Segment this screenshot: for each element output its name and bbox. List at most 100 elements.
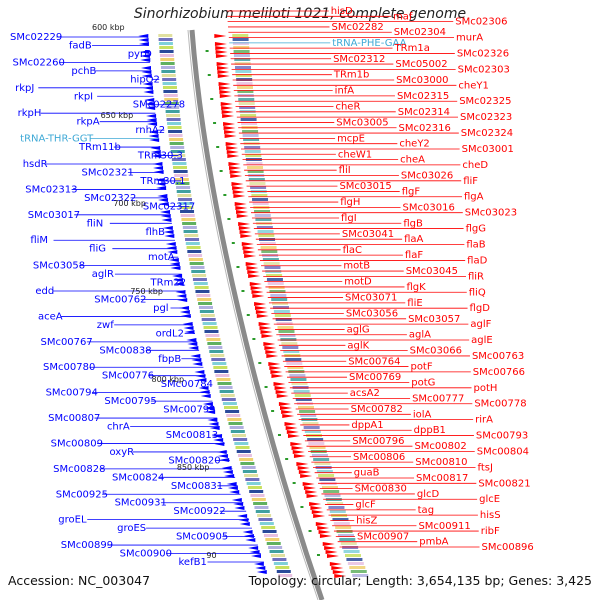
- forward-gene-label[interactable]: flaF: [405, 250, 423, 261]
- forward-gene-label[interactable]: flgF: [402, 186, 421, 197]
- forward-gene-label[interactable]: tag: [418, 505, 434, 516]
- reverse-gene-label[interactable]: zwf: [97, 320, 114, 331]
- reverse-gene-label[interactable]: hipO2: [130, 74, 160, 85]
- reverse-gene-label[interactable]: SMc00813: [166, 430, 218, 441]
- forward-gene-label[interactable]: SMc03026: [401, 171, 453, 182]
- forward-gene-label[interactable]: flaA: [404, 234, 423, 245]
- forward-gene-label[interactable]: SMc00782: [351, 404, 403, 415]
- reverse-gene-label[interactable]: SMc00784: [161, 379, 213, 390]
- forward-gene-label[interactable]: flgD: [470, 303, 491, 314]
- forward-gene-label[interactable]: motB: [343, 261, 370, 272]
- forward-gene-label[interactable]: cheY2: [399, 139, 429, 150]
- reverse-gene-label[interactable]: SMc02278: [133, 100, 185, 111]
- reverse-gene-label[interactable]: SMc00807: [48, 413, 100, 424]
- forward-gene-label[interactable]: potF: [410, 362, 432, 373]
- forward-gene-label[interactable]: rirA: [475, 415, 493, 426]
- reverse-gene-label[interactable]: hsdR: [23, 159, 48, 170]
- forward-gene-label[interactable]: murA: [456, 33, 483, 44]
- forward-gene-label[interactable]: TRm1b: [333, 70, 370, 81]
- reverse-gene-label[interactable]: SMc00900: [120, 549, 172, 560]
- forward-gene-label[interactable]: glcD: [417, 489, 440, 500]
- forward-gene-label[interactable]: hisD: [331, 6, 353, 17]
- reverse-gene-label[interactable]: fliM: [30, 235, 48, 246]
- reverse-gene-label[interactable]: SMc00780: [43, 362, 95, 373]
- forward-gene-label[interactable]: SMc03023: [465, 208, 517, 219]
- forward-gene-label[interactable]: SMc02282: [331, 22, 383, 33]
- reverse-gene-label[interactable]: tRNA-THR-GGT: [20, 134, 94, 145]
- reverse-gene-label[interactable]: TRm11b: [78, 142, 121, 153]
- forward-gene-label[interactable]: infA: [335, 86, 355, 97]
- reverse-gene-label[interactable]: SMc00795: [104, 396, 156, 407]
- forward-gene-label[interactable]: SMc00907: [357, 531, 409, 542]
- forward-gene-label[interactable]: SMc02316: [399, 123, 451, 134]
- reverse-gene-label[interactable]: ordL2: [156, 328, 184, 339]
- forward-gene-label[interactable]: fliQ: [469, 287, 486, 298]
- forward-gene-label[interactable]: mcpE: [337, 133, 365, 144]
- forward-gene-label[interactable]: flgK: [406, 282, 426, 293]
- forward-gene-label[interactable]: SMc05002: [395, 59, 447, 70]
- forward-gene-label[interactable]: hisS: [480, 510, 501, 521]
- forward-gene-label[interactable]: iolA: [413, 409, 432, 420]
- reverse-gene-label[interactable]: fliN: [87, 218, 104, 229]
- forward-gene-label[interactable]: SMc00810: [415, 457, 467, 468]
- forward-gene-label[interactable]: SMc00793: [476, 431, 528, 442]
- forward-gene-label[interactable]: glcE: [479, 494, 500, 505]
- forward-gene-label[interactable]: SMc03057: [408, 314, 460, 325]
- reverse-gene-label[interactable]: aceA: [38, 311, 63, 322]
- reverse-gene-label[interactable]: SMc02317: [143, 201, 195, 212]
- forward-gene-label[interactable]: SMc02325: [459, 96, 511, 107]
- forward-gene-label[interactable]: cheA: [400, 155, 425, 166]
- reverse-gene-label[interactable]: SMc00799: [163, 405, 215, 416]
- forward-gene-label[interactable]: SMc02304: [394, 27, 446, 38]
- reverse-gene-label[interactable]: SMc00931: [115, 498, 167, 509]
- forward-gene-label[interactable]: SMc00763: [472, 351, 524, 362]
- reverse-gene-label[interactable]: SMc03058: [33, 261, 85, 272]
- reverse-gene-label[interactable]: SMc03017: [28, 210, 80, 221]
- reverse-gene-label[interactable]: motA: [148, 252, 175, 263]
- forward-gene-label[interactable]: SMc03041: [342, 229, 394, 240]
- reverse-gene-label[interactable]: groEL: [58, 515, 87, 526]
- forward-gene-label[interactable]: aglA: [409, 330, 431, 341]
- forward-gene-label[interactable]: SMc03000: [396, 75, 448, 86]
- reverse-gene-label[interactable]: SMc00922: [173, 506, 225, 517]
- forward-gene-label[interactable]: aglE: [471, 335, 493, 346]
- reverse-gene-label[interactable]: aglR: [92, 269, 114, 280]
- forward-gene-label[interactable]: SMc00830: [355, 484, 407, 495]
- reverse-gene-label[interactable]: rkpI: [74, 91, 93, 102]
- forward-gene-label[interactable]: glcF: [355, 500, 376, 511]
- forward-gene-label[interactable]: SMc00802: [414, 441, 466, 452]
- forward-gene-label[interactable]: potG: [411, 377, 435, 388]
- reverse-gene-label[interactable]: fbpB: [158, 354, 181, 365]
- reverse-gene-label[interactable]: SMc00899: [61, 540, 113, 551]
- forward-gene-label[interactable]: flgA: [464, 192, 484, 203]
- forward-gene-label[interactable]: cheY1: [458, 80, 488, 91]
- forward-gene-label[interactable]: hisZ: [356, 515, 377, 526]
- forward-gene-label[interactable]: SMc03001: [462, 144, 514, 155]
- forward-gene-label[interactable]: SMc02306: [455, 17, 507, 28]
- forward-gene-label[interactable]: SMc02314: [398, 107, 450, 118]
- reverse-gene-label[interactable]: rkpH: [18, 108, 42, 119]
- reverse-gene-label[interactable]: pgl: [153, 303, 168, 314]
- reverse-gene-label[interactable]: SMc00925: [56, 489, 108, 500]
- reverse-gene-label[interactable]: SMc02313: [25, 184, 77, 195]
- forward-gene-label[interactable]: maf: [393, 11, 413, 22]
- forward-gene-label[interactable]: aglF: [470, 319, 491, 330]
- reverse-gene-label[interactable]: SMc02321: [82, 167, 134, 178]
- forward-gene-label[interactable]: guaB: [354, 468, 380, 479]
- forward-gene-label[interactable]: flgI: [341, 213, 357, 224]
- reverse-gene-label[interactable]: SMc02229: [10, 32, 62, 43]
- reverse-gene-label[interactable]: SMc00767: [40, 337, 92, 348]
- forward-gene-label[interactable]: SMc02326: [457, 48, 509, 59]
- reverse-gene-label[interactable]: oxyR: [109, 447, 134, 458]
- forward-gene-label[interactable]: SMc02312: [333, 54, 385, 65]
- forward-gene-label[interactable]: fliR: [468, 271, 484, 282]
- forward-gene-label[interactable]: SMc03056: [346, 308, 398, 319]
- forward-gene-label[interactable]: ribF: [481, 526, 500, 537]
- reverse-gene-label[interactable]: flhB: [145, 227, 165, 238]
- reverse-gene-label[interactable]: rkpJ: [15, 83, 34, 94]
- reverse-gene-label[interactable]: rkpA: [76, 117, 99, 128]
- reverse-gene-label[interactable]: SMc00828: [53, 464, 105, 475]
- reverse-gene-label[interactable]: rnhA2: [135, 125, 165, 136]
- reverse-gene-label[interactable]: pyrD: [128, 49, 152, 60]
- forward-gene-label[interactable]: flgH: [340, 197, 360, 208]
